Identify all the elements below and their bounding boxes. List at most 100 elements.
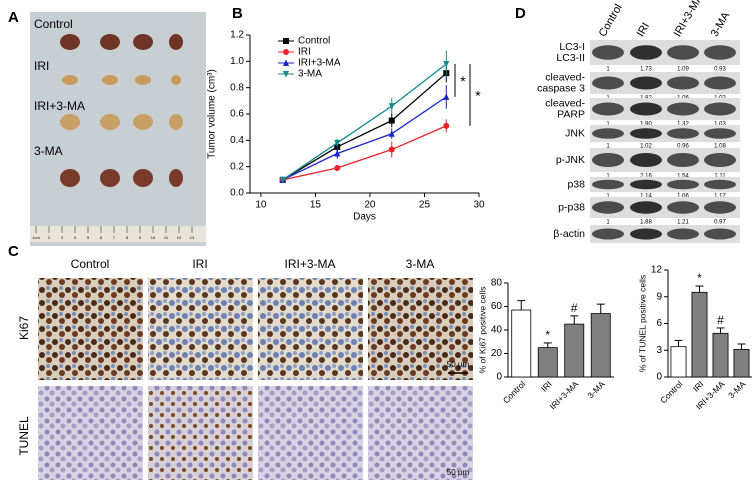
marker (443, 93, 450, 100)
ratio-label: 1 (606, 194, 610, 200)
x-tick-label: 3-MA (726, 379, 748, 401)
legend-marker (283, 49, 289, 55)
series-line (282, 72, 447, 181)
blot-band (630, 76, 662, 90)
blot-band (704, 153, 736, 167)
column-header: Control (597, 2, 625, 39)
blot-band (667, 228, 699, 240)
legend-label: 3-MA (298, 69, 322, 80)
group-label: 3-MA (34, 144, 63, 158)
column-header: IRI+3-MA (284, 257, 335, 271)
column-header: 3-MA (709, 10, 733, 39)
ratio-label: 1.08 (714, 144, 726, 150)
ruler-label: 13 (190, 235, 195, 240)
ratio-label: 1.06 (677, 194, 689, 200)
row-label: Ki67 (17, 316, 31, 340)
marker (388, 117, 395, 124)
ruler-label: 4 (74, 235, 77, 240)
blot-strip (590, 197, 740, 218)
ruler-label: 1cm (32, 235, 40, 240)
x-tick-label: IRI (691, 379, 706, 394)
x-tick-label: IRI (539, 379, 554, 394)
blot-band (704, 179, 736, 190)
row-label: LC3-I (559, 41, 585, 53)
ratio-label: 1.09 (677, 67, 689, 73)
ratio-label: 1 (606, 174, 610, 180)
ruler-label: 12 (177, 235, 182, 240)
blot-strip (590, 177, 740, 192)
x-tick-label: 10 (255, 200, 267, 211)
annotation: # (717, 313, 724, 327)
column-header: IRI (192, 257, 207, 271)
marker (443, 60, 450, 68)
blot-band (630, 102, 662, 116)
micrograph (148, 386, 253, 480)
bar (590, 313, 611, 378)
blot-band (592, 102, 624, 116)
blot-band (592, 45, 624, 60)
micrograph (368, 278, 473, 380)
blot-band (630, 45, 662, 60)
scale-bar-label: 50 μm (447, 360, 470, 369)
ratio-label: 1 (606, 220, 610, 226)
legend-marker (283, 71, 289, 78)
blot-band (630, 228, 662, 240)
marker (334, 164, 341, 171)
ruler-label: 5 (87, 235, 90, 240)
blot-strip (590, 125, 740, 142)
tumor (60, 114, 80, 130)
ruler-label: 2 (48, 235, 51, 240)
panel-label: C (8, 243, 19, 260)
blot-band (592, 128, 624, 139)
micrograph (258, 386, 363, 480)
x-tick-label: IRI+3-MA (548, 379, 581, 412)
blot-strip (590, 72, 740, 94)
panel-label: D (515, 5, 526, 22)
row-label: β-actin (553, 228, 585, 240)
row-label: PARP (557, 108, 585, 120)
x-tick-label: 25 (419, 200, 431, 211)
bar (712, 332, 729, 378)
ratio-label: 0.97 (714, 220, 726, 226)
marker (334, 149, 341, 157)
micrograph (148, 278, 253, 380)
tumor (62, 75, 78, 85)
tumor (100, 169, 120, 187)
blot-band (667, 179, 699, 190)
tumor (133, 114, 153, 130)
legend-marker (283, 38, 289, 44)
annotation: # (571, 301, 578, 315)
y-tick-label: 3 (656, 345, 662, 356)
y-tick-label: 0.4 (230, 135, 244, 146)
marker (334, 139, 341, 147)
ruler-label: 11 (164, 235, 169, 240)
bar (511, 309, 532, 378)
group-label: IRI+3-MA (34, 99, 85, 113)
ratio-label: 1.21 (677, 220, 689, 226)
y-tick-label: 0 (656, 372, 662, 383)
blot-band (667, 201, 699, 214)
tumor (102, 75, 118, 85)
y-axis-label: Tumor volume (cm³) (207, 69, 218, 159)
column-header: IRI+3-MA (672, 0, 706, 39)
y-tick-label: 1.0 (230, 56, 244, 67)
ratio-label: 1.90 (640, 122, 652, 128)
blot-band (630, 153, 662, 167)
ruler-label: 3 (61, 235, 64, 240)
panel-label: B (232, 5, 243, 22)
ruler-label: 7 (113, 235, 116, 240)
ratio-label: 1 (606, 67, 610, 73)
tumor (60, 34, 80, 50)
y-tick-label: 40 (491, 325, 503, 336)
tumor (169, 34, 183, 50)
ruler-label: 9 (139, 235, 142, 240)
annotation: * (475, 88, 481, 104)
x-tick-label: Control (658, 379, 685, 406)
bar (733, 348, 750, 378)
blot-band (592, 201, 624, 214)
micrograph (38, 386, 143, 480)
bar (691, 291, 708, 378)
y-tick-label: 0.6 (230, 109, 244, 120)
blot-strip (590, 225, 740, 243)
